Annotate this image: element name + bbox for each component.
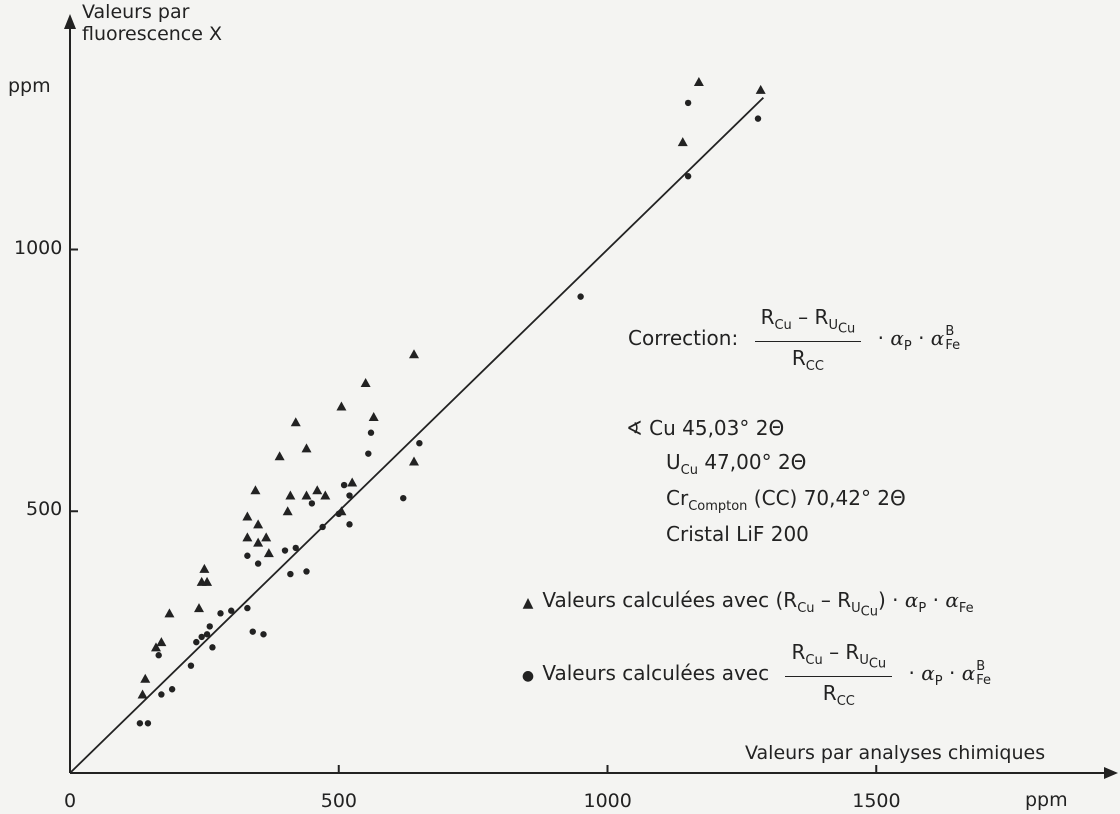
dot-point bbox=[400, 494, 407, 502]
dot-point bbox=[217, 610, 224, 617]
triangle-point bbox=[282, 506, 293, 516]
angle-cu: ∢ Cu 45,03° 2Θ bbox=[626, 416, 785, 440]
x-tick-label: 1500 bbox=[852, 790, 901, 812]
dot-point bbox=[193, 638, 200, 646]
dot-point bbox=[292, 544, 299, 552]
dot-point bbox=[198, 633, 205, 641]
x-tick-label: 500 bbox=[320, 790, 358, 812]
dot-point bbox=[335, 510, 342, 518]
dot-point bbox=[260, 631, 267, 638]
triangle-point bbox=[360, 377, 371, 387]
data-points bbox=[136, 76, 766, 727]
x-axis-label: Valeurs par analyses chimiques bbox=[745, 742, 1046, 764]
triangle-point bbox=[140, 673, 151, 683]
x-axis-unit: ppm bbox=[1025, 789, 1068, 811]
dot-point bbox=[244, 552, 251, 559]
dot-point bbox=[303, 568, 310, 575]
triangle-point bbox=[347, 477, 358, 487]
triangle-point bbox=[199, 563, 210, 573]
legend-dots: ● Valeurs calculées avec RCu – RUCu RCC … bbox=[521, 640, 991, 709]
triangle-point bbox=[301, 490, 312, 500]
triangle-point bbox=[242, 532, 253, 542]
dot-point bbox=[209, 644, 216, 651]
cristal-note: Cristal LiF 200 bbox=[666, 522, 809, 546]
dot-point bbox=[367, 429, 375, 436]
triangle-point bbox=[261, 532, 272, 542]
dot-marker-icon: ● bbox=[521, 667, 535, 684]
dot-point bbox=[346, 521, 353, 528]
triangle-point bbox=[368, 412, 379, 422]
triangle-point bbox=[263, 548, 274, 558]
axis-ticks bbox=[70, 248, 878, 773]
dot-point bbox=[577, 293, 584, 300]
triangle-point bbox=[677, 137, 688, 147]
dot-point bbox=[365, 450, 372, 457]
triangle-point bbox=[409, 349, 419, 359]
triangle-point bbox=[151, 642, 161, 652]
triangle-point bbox=[274, 451, 285, 461]
dot-point bbox=[203, 631, 211, 638]
triangle-point bbox=[194, 603, 204, 613]
y-axis-label: Valeurs par fluorescence X bbox=[82, 1, 222, 45]
dot-point bbox=[254, 560, 262, 567]
x-tick-label: 1000 bbox=[583, 790, 632, 812]
triangle-point bbox=[312, 485, 323, 495]
triangle-point bbox=[156, 637, 167, 647]
correction-formula: Correction: RCu – RUCu RCC · αP · α B Fe bbox=[628, 305, 961, 374]
dot-point bbox=[168, 686, 176, 693]
legend-fraction: RCu – RUCu RCC bbox=[785, 640, 893, 709]
triangle-point bbox=[285, 490, 296, 500]
y-axis-unit: ppm bbox=[8, 75, 51, 97]
dot-point bbox=[136, 720, 144, 727]
triangle-marker-icon: ▲ bbox=[522, 595, 534, 611]
reference-line bbox=[69, 97, 765, 774]
triangle-point bbox=[409, 456, 419, 466]
dot-point bbox=[684, 173, 692, 180]
triangle-point bbox=[164, 608, 175, 618]
dot-point bbox=[158, 691, 165, 698]
dot-point bbox=[684, 99, 692, 107]
triangle-point bbox=[250, 485, 261, 495]
dot-point bbox=[754, 115, 762, 122]
y-axis-arrow-icon bbox=[64, 14, 76, 29]
triangle-point bbox=[202, 576, 213, 586]
y-tick-label: 1000 bbox=[14, 236, 63, 259]
dot-point bbox=[340, 481, 348, 489]
dot-point bbox=[187, 662, 195, 669]
triangle-point bbox=[755, 84, 766, 94]
dot-point bbox=[287, 570, 294, 578]
triangle-point bbox=[290, 417, 301, 427]
triangle-point bbox=[242, 511, 253, 521]
dot-point bbox=[244, 604, 251, 612]
x-tick-label: 0 bbox=[64, 790, 77, 812]
dot-point bbox=[346, 492, 353, 499]
dot-point bbox=[319, 523, 326, 531]
angle-cr: CrCompton (CC) 70,42° 2Θ bbox=[666, 486, 906, 514]
dot-point bbox=[249, 628, 256, 635]
correction-fraction: RCu – RUCu RCC bbox=[754, 305, 862, 374]
correction-label: Correction: bbox=[628, 325, 739, 350]
y-tick-label: 500 bbox=[26, 498, 63, 521]
x-axis-arrow-icon bbox=[1104, 767, 1118, 779]
angle-u: UCu 47,00° 2Θ bbox=[666, 450, 807, 478]
triangle-point bbox=[693, 76, 704, 86]
dot-point bbox=[308, 500, 316, 507]
legend-triangles: ▲ Valeurs calculées avec (RCu – RUCu) · … bbox=[520, 588, 974, 620]
triangle-point bbox=[320, 490, 331, 500]
triangle-point bbox=[253, 537, 264, 547]
triangle-point bbox=[253, 519, 264, 529]
dot-point bbox=[228, 607, 235, 614]
triangle-point bbox=[336, 401, 347, 411]
dot-point bbox=[144, 720, 152, 727]
triangle-point bbox=[137, 689, 148, 699]
dot-point bbox=[155, 652, 162, 659]
triangle-point bbox=[301, 443, 312, 453]
dot-point bbox=[416, 439, 423, 447]
dot-point bbox=[281, 547, 289, 554]
dot-point bbox=[206, 623, 213, 630]
